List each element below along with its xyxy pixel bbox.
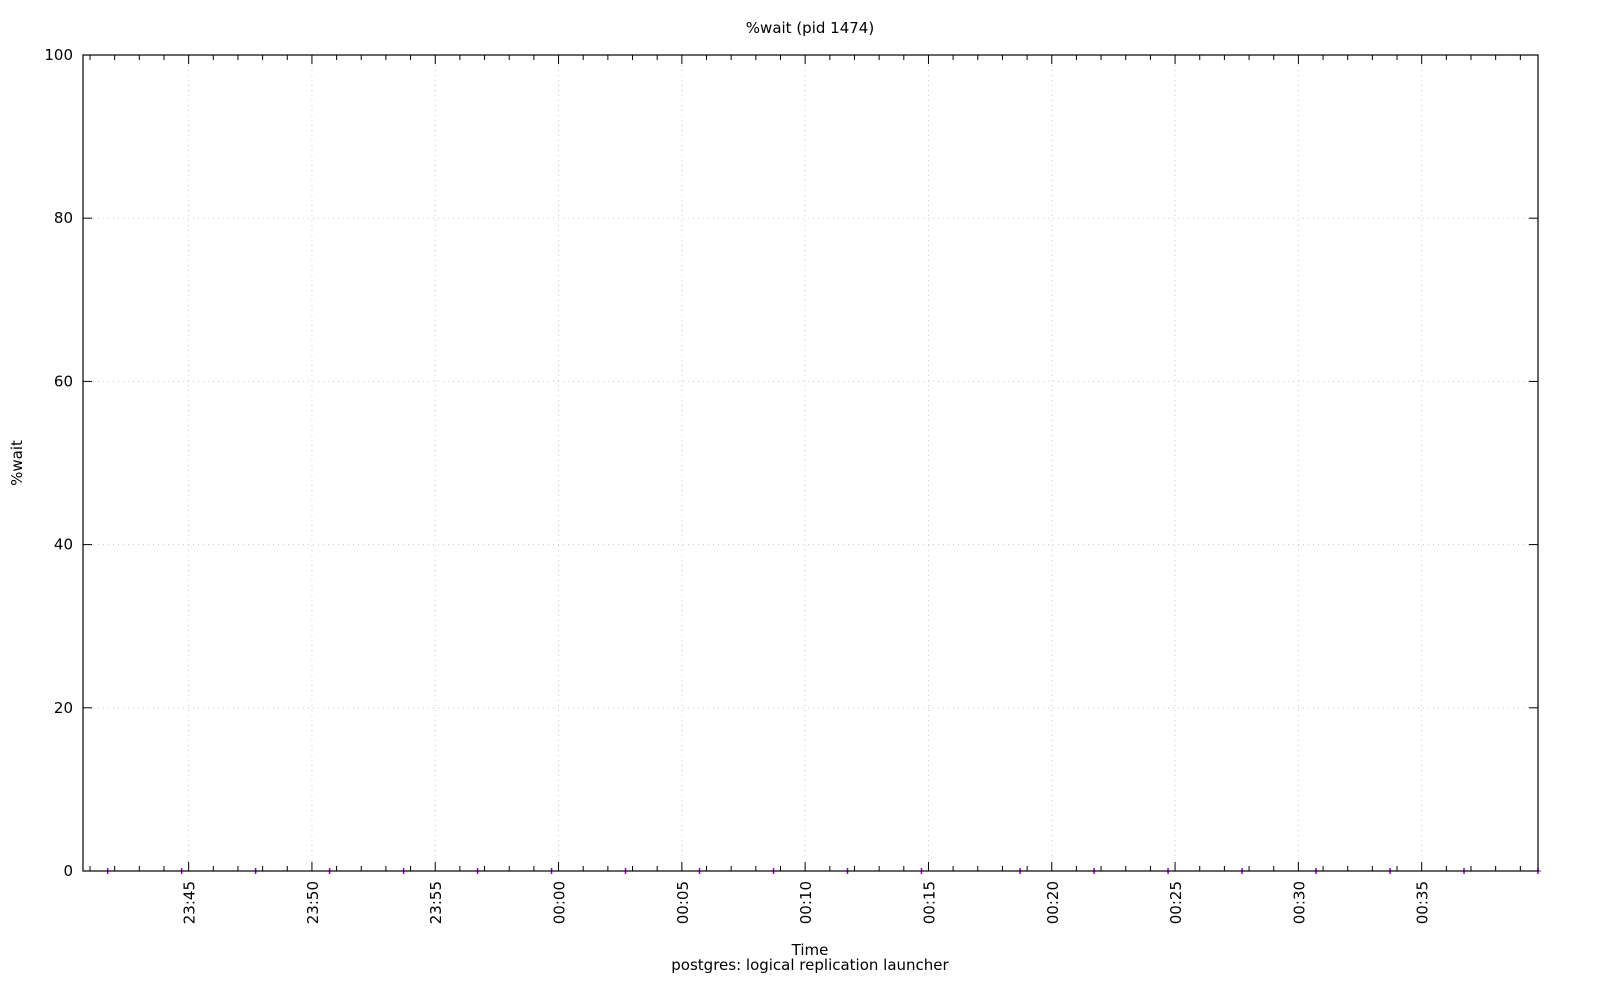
x-tick-label: 00:05: [674, 881, 692, 924]
x-tick-label: 00:30: [1290, 881, 1308, 924]
chart-subtitle: postgres: logical replication launcher: [671, 956, 949, 974]
y-tick-label: 20: [54, 699, 73, 717]
y-tick-label: 100: [44, 46, 73, 64]
plot-border: [82, 54, 1539, 872]
x-tick-label: 00:35: [1414, 881, 1432, 924]
x-tick-label: 23:55: [427, 881, 445, 924]
y-tick-label: 40: [54, 536, 73, 554]
y-axis-label: %wait: [8, 440, 26, 486]
x-tick-label: 00:20: [1044, 881, 1062, 924]
ticks: 0 20 40 60 80 100 23:45 23:50 23:55 00:00 00:05 00:…: [44, 46, 1538, 924]
y-tick-label: 60: [54, 372, 73, 390]
x-tick-label: 23:50: [304, 881, 322, 924]
chart-title: %wait (pid 1474): [746, 19, 874, 37]
grid: [83, 55, 1538, 871]
y-tick-label: 80: [54, 209, 73, 227]
x-tick-label: 00:00: [551, 881, 569, 924]
x-tick-label: 00:15: [920, 881, 938, 924]
x-tick-label: 00:10: [797, 881, 815, 924]
x-tick-label: 00:25: [1167, 881, 1185, 924]
x-axis-label: Time: [791, 941, 829, 959]
x-tick-label: 23:45: [181, 881, 199, 924]
y-tick-label: 0: [63, 862, 73, 880]
